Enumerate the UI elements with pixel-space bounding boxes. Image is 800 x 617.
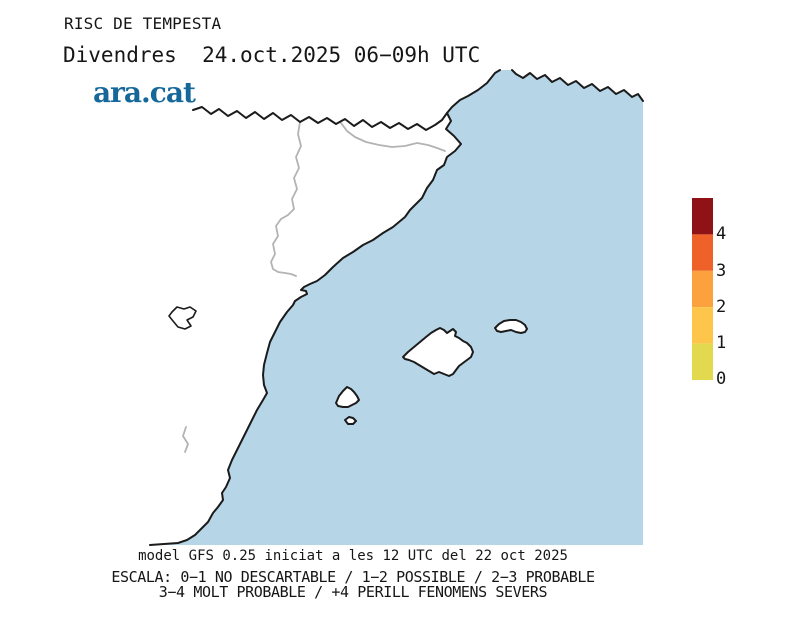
- colorbar-tick-4: 4: [716, 224, 727, 244]
- coast-mainland: [149, 69, 501, 546]
- sea-area: [150, 70, 643, 545]
- colorbar-segment-2-3: [692, 270, 713, 308]
- risk-colorbar: [692, 198, 713, 380]
- island-formentera: [344, 416, 357, 425]
- footer-captions: model GFS 0.25 iniciat a les 12 UTC del …: [0, 549, 706, 600]
- scale-legend-line2: 3−4 MOLT PROBABLE / +4 PERILL FENOMENS S…: [158, 583, 548, 601]
- island-mallorca: [402, 327, 474, 377]
- islands: [335, 319, 528, 425]
- border-pyrenees: [192, 106, 448, 131]
- date-subtitle: Divendres 24.oct.2025 06−09h UTC: [63, 43, 481, 67]
- region-borders: [182, 121, 446, 453]
- coast-france: [511, 69, 644, 102]
- border-aragon-valencia: [270, 121, 302, 277]
- coastlines: [149, 69, 644, 546]
- reservoir-outline: [168, 306, 197, 330]
- ara-cat-logo: ara.cat: [93, 76, 196, 109]
- colorbar-tick-1: 1: [716, 333, 727, 353]
- island-menorca: [494, 319, 528, 334]
- colorbar-tick-3: 3: [716, 261, 727, 281]
- scale-legend-line1: ESCALA: 0−1 NO DESCARTABLE / 1−2 POSSIBL…: [111, 568, 595, 586]
- colorbar-segment-0-1: [692, 343, 713, 380]
- border-valencia-short: [182, 426, 189, 453]
- colorbar-segment-3-4: [692, 234, 713, 271]
- colorbar-tick-2: 2: [716, 297, 727, 317]
- colorbar-segment-1-2: [692, 307, 713, 344]
- model-run-caption: model GFS 0.25 iniciat a les 12 UTC del …: [138, 548, 568, 564]
- page-title: RISC DE TEMPESTA: [64, 14, 222, 33]
- border-france-internal: [340, 122, 446, 152]
- island-ibiza: [335, 386, 360, 408]
- colorbar-segment-4plus: [692, 198, 713, 235]
- colorbar-tick-0: 0: [716, 369, 727, 389]
